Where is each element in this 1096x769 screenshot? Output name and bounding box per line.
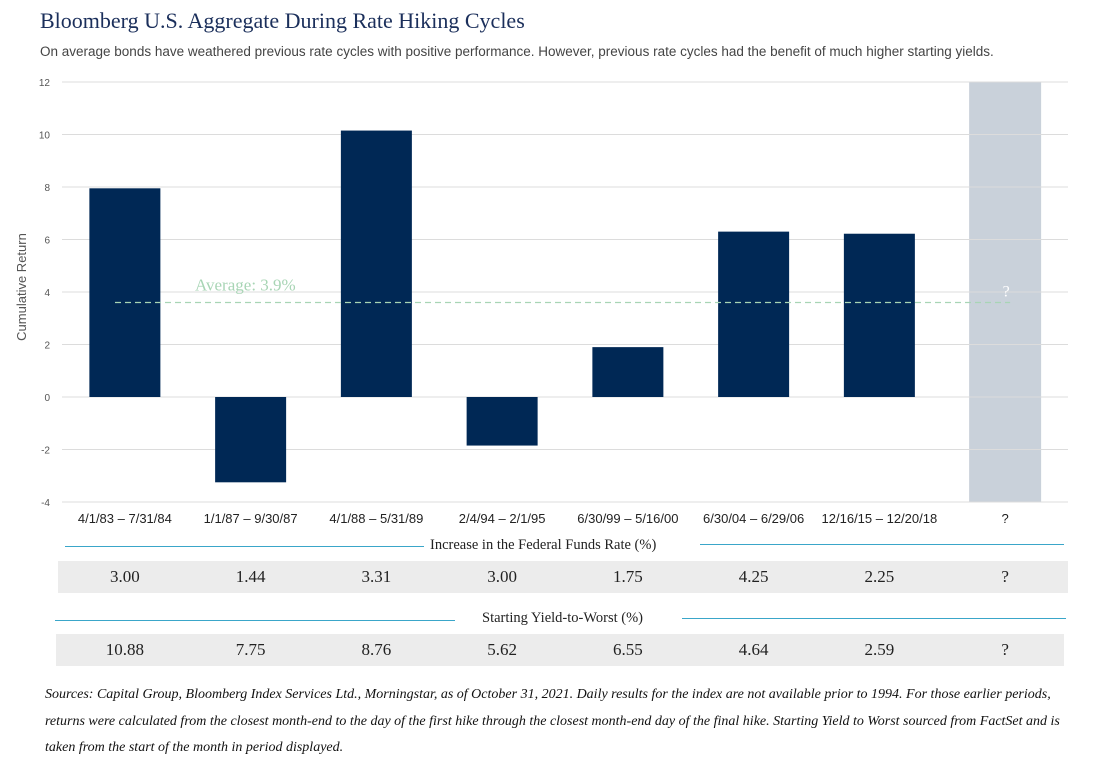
x-tick-label: 12/16/15 – 12/20/18: [822, 511, 938, 526]
fed-funds-value: 3.00: [110, 567, 140, 586]
fed-funds-value: 3.31: [361, 567, 392, 586]
bar: [718, 231, 790, 397]
average-label: Average: 3.9%: [195, 276, 296, 295]
ytw-value: ?: [1001, 640, 1009, 659]
chart-subtitle: On average bonds have weathered previous…: [40, 44, 994, 59]
fed-funds-value: 1.44: [235, 567, 266, 586]
bar: [466, 397, 538, 446]
y-tick-label: 12: [39, 78, 51, 89]
ytw-values-row: 10.88 7.75 8.76 5.62 6.55 4.64 2.59?: [56, 634, 1064, 666]
ytw-divider-left: [55, 620, 455, 621]
x-tick-label: 2/4/94 – 2/1/95: [459, 511, 546, 526]
x-tick-label: 6/30/04 – 6/29/06: [703, 511, 804, 526]
y-tick-label: 6: [44, 236, 50, 247]
placeholder-bar-label: ?: [1003, 284, 1010, 301]
y-tick-label: 0: [44, 393, 50, 404]
y-tick-label: -4: [41, 498, 50, 509]
bar-chart: 12 10 8 6 4 2 0 -2 -4 Cumulative Return Average: 3…: [14, 78, 1068, 526]
y-tick-label: 2: [44, 341, 50, 352]
ytw-value: 5.62: [487, 640, 517, 659]
ytw-value: 6.55: [613, 640, 643, 659]
ytw-value: 4.64: [738, 640, 769, 659]
ytw-divider-right: [682, 618, 1066, 619]
bar: [89, 188, 161, 397]
fed-funds-row-label: Increase in the Federal Funds Rate (%): [424, 537, 663, 554]
x-tick-label: 4/1/83 – 7/31/84: [78, 511, 172, 526]
y-axis-label: Cumulative Return: [14, 233, 29, 341]
fed-funds-value: 1.75: [613, 567, 643, 586]
y-tick-label: -2: [41, 446, 50, 457]
fed-funds-divider-right: [700, 544, 1064, 545]
bar: [592, 347, 664, 397]
chart-title: Bloomberg U.S. Aggregate During Rate Hik…: [40, 8, 525, 33]
fed-funds-value: 2.25: [864, 567, 895, 586]
bar: [340, 130, 412, 397]
y-tick-label: 10: [39, 131, 51, 142]
y-tick-label: 4: [44, 288, 50, 299]
ytw-value: 8.76: [361, 640, 392, 659]
x-tick-label: 6/30/99 – 5/16/00: [577, 511, 678, 526]
x-tick-label: 1/1/87 – 9/30/87: [204, 511, 298, 526]
fed-funds-value: 3.00: [487, 567, 517, 586]
fed-funds-value: 4.25: [738, 567, 769, 586]
y-tick-label: 8: [44, 183, 50, 194]
x-tick-label: ?: [1002, 511, 1009, 526]
sources-footnote: Sources: Capital Group, Bloomberg Index …: [45, 687, 1060, 755]
x-tick-label: 4/1/88 – 5/31/89: [329, 511, 423, 526]
fed-funds-value: ?: [1001, 567, 1009, 586]
ytw-value: 7.75: [235, 640, 266, 659]
ytw-row-label: Starting Yield-to-Worst (%): [476, 610, 649, 627]
bar: [843, 233, 915, 397]
bar: [215, 397, 287, 483]
fed-funds-divider-left: [65, 546, 425, 547]
fed-funds-values-row: 3.00 1.44 3.31 3.00 1.75 4.25 2.25?: [58, 561, 1068, 593]
ytw-value: 10.88: [105, 640, 144, 659]
ytw-value: 2.59: [864, 640, 895, 659]
